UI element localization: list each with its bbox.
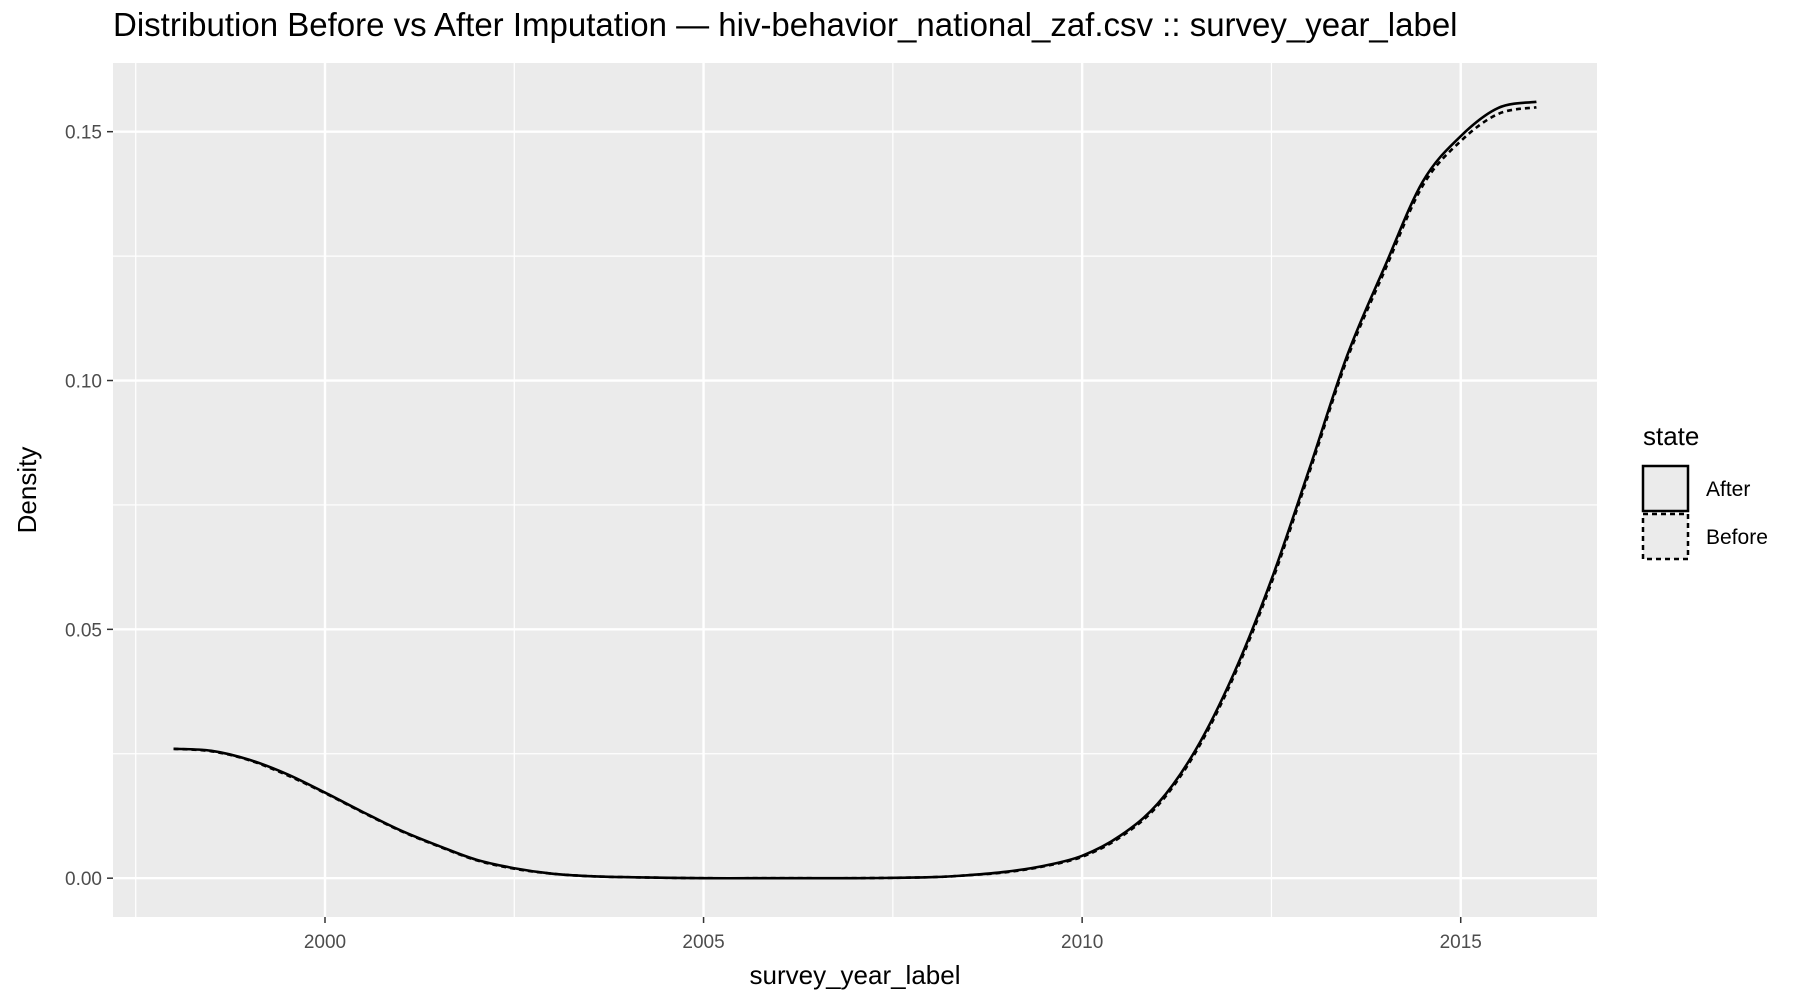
x-tick-label: 2005 — [682, 932, 724, 953]
legend-key-before — [1641, 512, 1690, 561]
y-axis: 0.00 0.05 0.10 0.15 — [65, 123, 113, 890]
legend-title: state — [1643, 421, 1699, 451]
y-tick-label: 0.00 — [65, 869, 102, 890]
plot-panel — [113, 63, 1597, 917]
series-line-after — [173, 100, 1537, 880]
x-axis: 2000 2005 2010 2015 — [304, 917, 1482, 953]
y-tick-label: 0.15 — [65, 123, 102, 144]
x-tick-label: 2000 — [304, 932, 346, 953]
y-tick-label: 0.05 — [65, 620, 102, 641]
legend-key-after — [1641, 464, 1690, 513]
legend-label-after: After — [1706, 478, 1750, 501]
minor-gridlines — [113, 63, 1597, 917]
y-axis-title: Density — [12, 447, 42, 534]
major-gridlines — [113, 63, 1597, 917]
legend: state After Before — [1641, 421, 1768, 561]
x-tick-label: 2015 — [1440, 932, 1482, 953]
y-tick-label: 0.10 — [65, 372, 102, 393]
series-layer — [173, 100, 1537, 880]
chart-title: Distribution Before vs After Imputation … — [113, 6, 1458, 43]
legend-label-before: Before — [1706, 526, 1768, 549]
x-tick-label: 2010 — [1061, 932, 1103, 953]
x-axis-title: survey_year_label — [749, 960, 960, 990]
